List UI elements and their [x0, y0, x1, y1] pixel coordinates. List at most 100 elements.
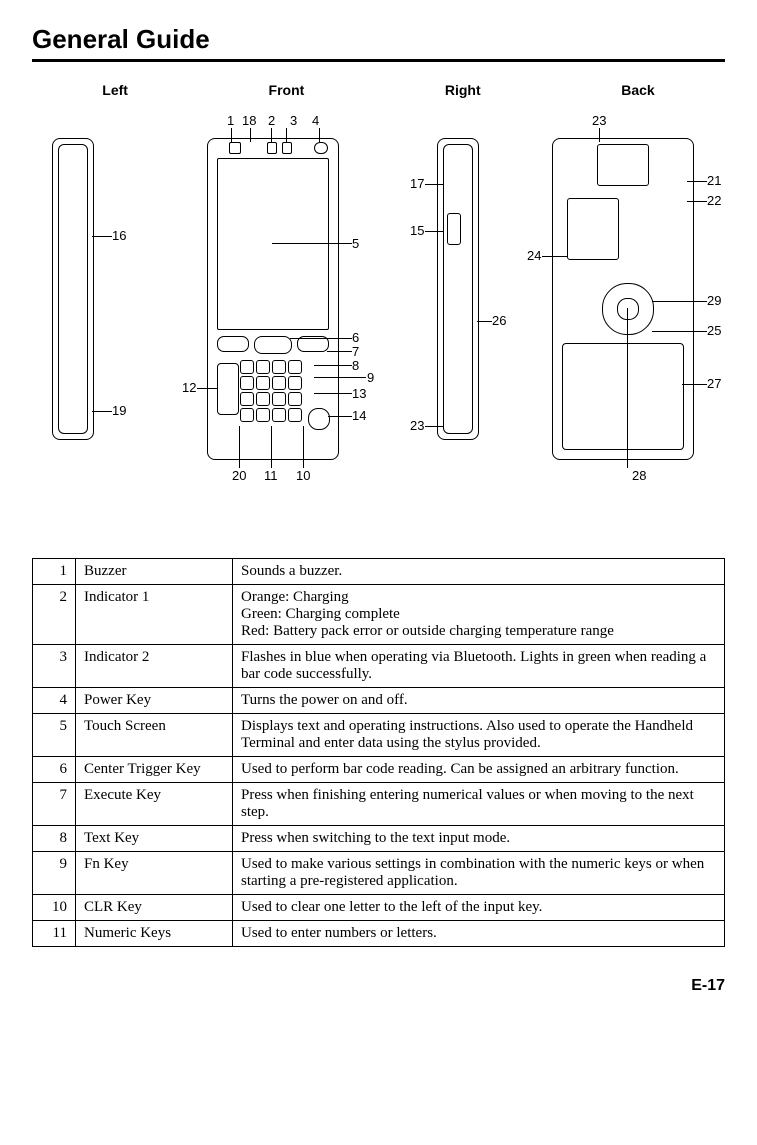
- back-left-panel: [567, 198, 619, 260]
- view-back-label: Back: [621, 82, 654, 98]
- left-softkey: [217, 336, 249, 352]
- table-row: 8Text KeyPress when switching to the tex…: [33, 826, 725, 852]
- part-number: 6: [33, 757, 76, 783]
- table-row: 5Touch ScreenDisplays text and operating…: [33, 714, 725, 757]
- right-device-inner: [443, 144, 473, 434]
- callout-6: 6: [352, 330, 359, 345]
- front-part-1: [229, 142, 241, 154]
- part-desc: Used to clear one letter to the left of …: [233, 895, 725, 921]
- callout-29: 29: [707, 293, 721, 308]
- part-name: Touch Screen: [76, 714, 233, 757]
- part-desc: Sounds a buzzer.: [233, 559, 725, 585]
- callout-3: 3: [290, 113, 297, 128]
- part-number: 4: [33, 688, 76, 714]
- part-number: 11: [33, 921, 76, 947]
- callout-26: 26: [492, 313, 506, 328]
- part-desc: Flashes in blue when operating via Bluet…: [233, 645, 725, 688]
- table-row: 3Indicator 2Flashes in blue when operati…: [33, 645, 725, 688]
- part-name: CLR Key: [76, 895, 233, 921]
- part-name: Indicator 2: [76, 645, 233, 688]
- part-number: 10: [33, 895, 76, 921]
- callout-14: 14: [352, 408, 366, 423]
- part-name: Execute Key: [76, 783, 233, 826]
- callout-20: 20: [232, 468, 246, 483]
- part-number: 2: [33, 585, 76, 645]
- part-number: 7: [33, 783, 76, 826]
- callout-4: 4: [312, 113, 319, 128]
- part-desc: Used to enter numbers or letters.: [233, 921, 725, 947]
- dpad: [217, 363, 239, 415]
- callout-21: 21: [707, 173, 721, 188]
- diagram-area: 16 19 1 18 2 3 4 5 6 7 8 9 13 14 12: [32, 108, 725, 528]
- part-desc: Turns the power on and off.: [233, 688, 725, 714]
- callout-19: 19: [112, 403, 126, 418]
- table-row: 2Indicator 1Orange: Charging Green: Char…: [33, 585, 725, 645]
- part-number: 8: [33, 826, 76, 852]
- callout-24: 24: [527, 248, 541, 263]
- callout-23r: 23: [410, 418, 424, 433]
- callout-22: 22: [707, 193, 721, 208]
- part-desc: Orange: Charging Green: Charging complet…: [233, 585, 725, 645]
- parts-table: 1BuzzerSounds a buzzer.2Indicator 1Orang…: [32, 558, 725, 947]
- part-desc: Press when switching to the text input m…: [233, 826, 725, 852]
- front-part-3: [282, 142, 292, 154]
- part-name: Power Key: [76, 688, 233, 714]
- table-row: 9Fn KeyUsed to make various settings in …: [33, 852, 725, 895]
- part-name: Text Key: [76, 826, 233, 852]
- view-front-label: Front: [269, 82, 305, 98]
- callout-17: 17: [410, 176, 424, 191]
- callout-23: 23: [592, 113, 606, 128]
- callout-27: 27: [707, 376, 721, 391]
- callout-13: 13: [352, 386, 366, 401]
- callout-11: 11: [264, 468, 278, 483]
- part-name: Numeric Keys: [76, 921, 233, 947]
- speaker: [308, 408, 330, 430]
- front-part-2: [267, 142, 277, 154]
- callout-16: 16: [112, 228, 126, 243]
- part-number: 3: [33, 645, 76, 688]
- callout-7: 7: [352, 344, 359, 359]
- part-name: Indicator 1: [76, 585, 233, 645]
- part-name: Center Trigger Key: [76, 757, 233, 783]
- page-title: General Guide: [32, 24, 725, 55]
- back-dial-inner: [617, 298, 639, 320]
- callout-1: 1: [227, 113, 234, 128]
- back-battery: [562, 343, 684, 450]
- table-row: 1BuzzerSounds a buzzer.: [33, 559, 725, 585]
- table-row: 10CLR KeyUsed to clear one letter to the…: [33, 895, 725, 921]
- back-top-window: [597, 144, 649, 186]
- part-name: Fn Key: [76, 852, 233, 895]
- callout-28: 28: [632, 468, 646, 483]
- keypad: [240, 360, 302, 422]
- part-number: 9: [33, 852, 76, 895]
- callout-18: 18: [242, 113, 256, 128]
- callout-5: 5: [352, 236, 359, 251]
- callout-8: 8: [352, 358, 359, 373]
- callout-25: 25: [707, 323, 721, 338]
- table-row: 6Center Trigger KeyUsed to perform bar c…: [33, 757, 725, 783]
- part-desc: Used to make various settings in combina…: [233, 852, 725, 895]
- callout-15: 15: [410, 223, 424, 238]
- part-desc: Displays text and operating instructions…: [233, 714, 725, 757]
- table-row: 4Power KeyTurns the power on and off.: [33, 688, 725, 714]
- center-trigger: [254, 336, 292, 354]
- front-screen: [217, 158, 329, 330]
- left-device-inner: [58, 144, 88, 434]
- part-number: 5: [33, 714, 76, 757]
- part-desc: Used to perform bar code reading. Can be…: [233, 757, 725, 783]
- front-part-4: [314, 142, 328, 154]
- callout-9: 9: [367, 370, 374, 385]
- view-labels: Left Front Right Back: [32, 82, 725, 98]
- part-desc: Press when finishing entering numerical …: [233, 783, 725, 826]
- title-rule: [32, 59, 725, 62]
- callout-10: 10: [296, 468, 310, 483]
- callout-2: 2: [268, 113, 275, 128]
- view-left-label: Left: [102, 82, 128, 98]
- table-row: 7Execute KeyPress when finishing enterin…: [33, 783, 725, 826]
- right-button: [447, 213, 461, 245]
- part-number: 1: [33, 559, 76, 585]
- part-name: Buzzer: [76, 559, 233, 585]
- view-right-label: Right: [445, 82, 481, 98]
- table-row: 11Numeric KeysUsed to enter numbers or l…: [33, 921, 725, 947]
- callout-12: 12: [182, 380, 196, 395]
